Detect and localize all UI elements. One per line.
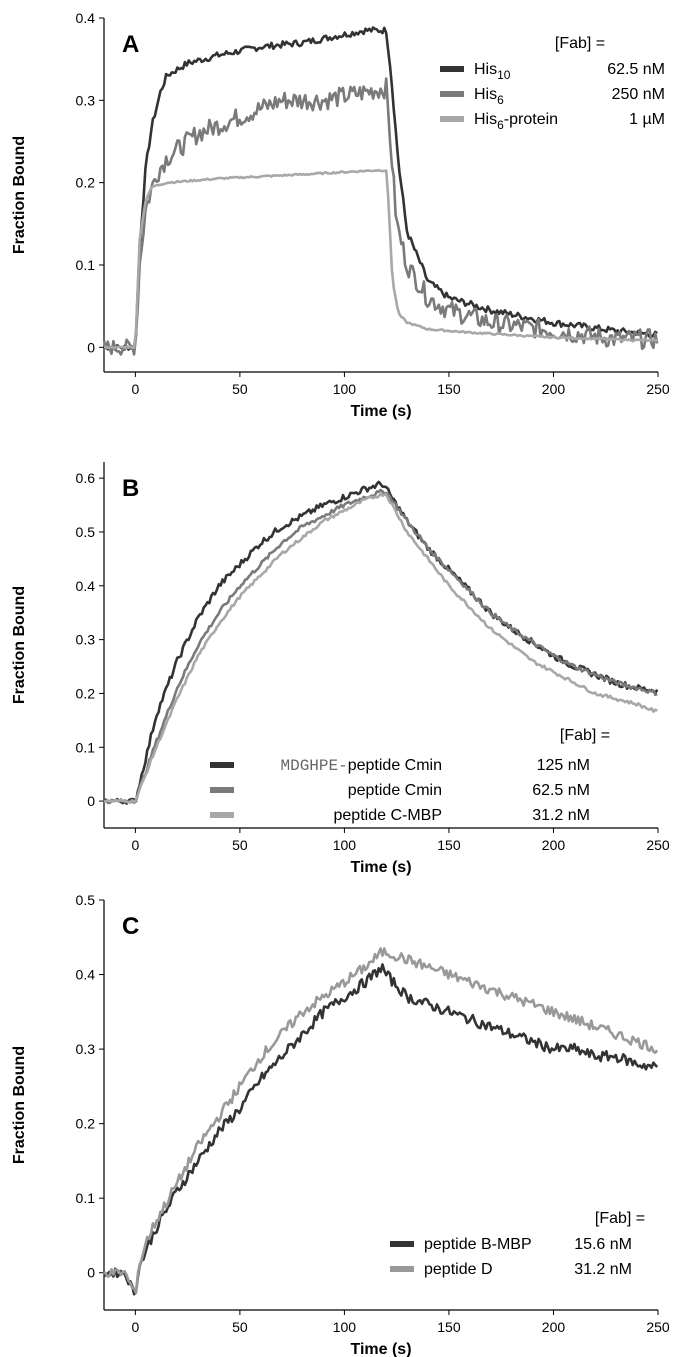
series-line-2 (102, 77, 659, 356)
legend-entry-conc: 15.6 nM (574, 1236, 632, 1253)
x-tick-label: 150 (437, 837, 461, 853)
y-tick-label: 0.5 (76, 892, 96, 908)
x-tick-label: 0 (131, 837, 139, 853)
x-tick-label: 50 (232, 837, 248, 853)
y-tick-label: 0 (87, 1265, 95, 1281)
series-line-1 (104, 480, 659, 805)
series-line-1 (103, 963, 659, 1296)
y-tick-label: 0 (87, 793, 95, 809)
chart-panel-a: 0 0.1 0.2 0.3 0.4 0 50 100 150 200 250 Time (s) Frac… (11, 10, 670, 420)
legend-entry-conc: 125 nM (537, 757, 590, 774)
y-tick-label: 0.3 (76, 1041, 96, 1057)
y-axis-label: Fraction Bound (11, 1046, 28, 1164)
legend-entry-conc: 62.5 nM (607, 61, 665, 78)
y-tick-label: 0.1 (76, 257, 96, 273)
y-tick-label: 0.2 (76, 685, 96, 701)
panel-label: B (122, 475, 139, 502)
y-tick-label: 0.1 (76, 739, 96, 755)
y-tick-label: 0.4 (76, 967, 96, 983)
legend: [Fab] = His10 62.5 nM His6 250 nM His6-protei… (440, 35, 665, 132)
y-tick-label: 0.2 (76, 1116, 96, 1132)
legend-entry-name: peptide D (424, 1261, 493, 1278)
panel-label: A (122, 31, 139, 58)
legend: [Fab] = MDGHPE-peptide Cmin 125 nM peptide … (210, 727, 610, 824)
x-axis-label: Time (s) (350, 859, 411, 876)
x-tick-label: 200 (542, 1319, 566, 1335)
chart-panel-c: 0 0.1 0.2 0.3 0.4 0.5 0 50 100 150 200 250 Time (s) F… (11, 892, 670, 1357)
y-tick-label: 0.5 (76, 524, 96, 540)
legend-entry-conc: 250 nM (612, 86, 665, 103)
legend-entry-name: peptide Cmin (348, 782, 442, 799)
legend-entry-name: His6 (474, 86, 504, 107)
x-tick-label: 50 (232, 381, 248, 397)
x-axis-label: Time (s) (350, 403, 411, 420)
series-line-2 (103, 488, 658, 805)
y-tick-label: 0.4 (76, 10, 96, 26)
y-axis-label: Fraction Bound (11, 586, 28, 704)
y-tick-label: 0.1 (76, 1190, 96, 1206)
y-tick-label: 0.4 (76, 578, 96, 594)
x-axis-label: Time (s) (350, 1341, 411, 1357)
legend-entry-name: His6-protein (474, 111, 558, 132)
legend-header: [Fab] = (555, 35, 605, 52)
x-tick-label: 50 (232, 1319, 248, 1335)
series-line-3 (103, 168, 659, 350)
legend-entry-name: MDGHPE-peptide Cmin (281, 757, 443, 775)
x-tick-label: 100 (333, 1319, 357, 1335)
x-tick-label: 200 (542, 381, 566, 397)
series-line-1 (103, 26, 658, 351)
series-line-2 (102, 947, 659, 1295)
x-tick-label: 250 (646, 837, 670, 853)
x-tick-label: 250 (646, 1319, 670, 1335)
x-tick-label: 100 (333, 381, 357, 397)
y-tick-label: 0 (87, 339, 95, 355)
x-tick-label: 150 (437, 1319, 461, 1335)
legend-entry-name: peptide C-MBP (334, 807, 443, 824)
legend-entry-conc: 31.2 nM (574, 1261, 632, 1278)
x-tick-label: 100 (333, 837, 357, 853)
y-tick-label: 0.2 (76, 175, 96, 191)
legend-entry-conc: 1 µM (629, 111, 665, 128)
y-tick-label: 0.3 (76, 632, 96, 648)
x-tick-label: 200 (542, 837, 566, 853)
panel-label: C (122, 913, 139, 940)
x-tick-label: 150 (437, 381, 461, 397)
legend-header: [Fab] = (595, 1210, 645, 1227)
y-tick-label: 0.6 (76, 470, 96, 486)
chart-panel-b: 0 0.1 0.2 0.3 0.4 0.5 0.6 0 50 100 150 200 250 Time (… (11, 462, 670, 876)
legend-entry-name: peptide B-MBP (424, 1236, 532, 1253)
legend-entry-name: His10 (474, 61, 511, 82)
y-tick-label: 0.3 (76, 92, 96, 108)
x-tick-label: 250 (646, 381, 670, 397)
legend-entry-conc: 62.5 nM (532, 782, 590, 799)
x-tick-label: 0 (131, 381, 139, 397)
legend-entry-conc: 31.2 nM (532, 807, 590, 824)
legend: [Fab] = peptide B-MBP 15.6 nM peptide D 31.2… (390, 1210, 645, 1278)
legend-header: [Fab] = (560, 727, 610, 744)
y-axis-label: Fraction Bound (11, 136, 28, 254)
x-tick-label: 0 (131, 1319, 139, 1335)
series-line-3 (103, 492, 658, 804)
